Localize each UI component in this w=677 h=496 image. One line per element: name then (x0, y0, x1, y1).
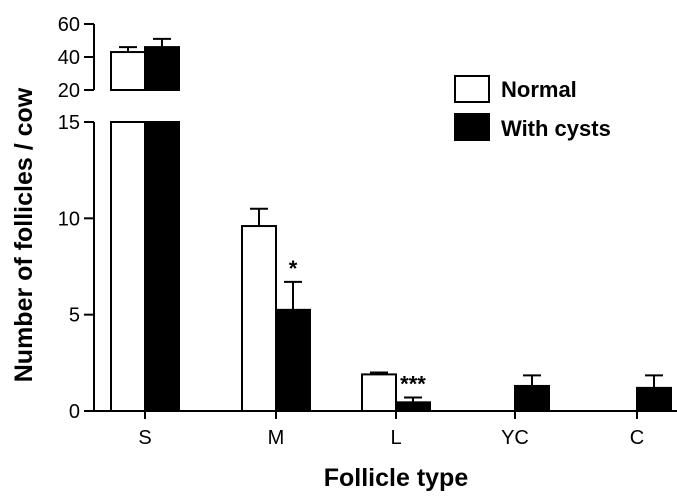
bar-s-with-cysts-upper (144, 46, 180, 91)
bar-s-normal-upper (110, 51, 146, 91)
x-tick-label-s: S (138, 427, 151, 449)
bar-m-with-cysts (275, 308, 311, 413)
legend-label-with-cysts: With cysts (501, 116, 611, 141)
y-tick-label-15: 15 (58, 112, 80, 134)
y-tick-label-0: 0 (69, 401, 80, 423)
y-tick-label-10: 10 (58, 208, 80, 230)
legend-swatch-normal (454, 75, 490, 103)
significance-marker-l: *** (400, 372, 426, 397)
y-axis-title: Number of follicles / cow (10, 87, 38, 382)
x-axis-title: Follicle type (324, 464, 469, 492)
bars-layer (110, 46, 672, 413)
y-tick-label-5: 5 (69, 305, 80, 327)
bar-yc-with-cysts (514, 384, 550, 413)
axes-layer (84, 23, 677, 419)
x-tick-label-m: M (268, 427, 285, 449)
labels-layer: S * M *** L YC C 0 5 10 15 20 40 60 (58, 14, 644, 449)
y-tick-label-60: 60 (58, 14, 80, 36)
x-tick-label-c: C (630, 427, 644, 449)
y-tick-label-40: 40 (58, 47, 80, 69)
bar-l-with-cysts (395, 401, 431, 412)
legend-swatch-with-cysts (454, 113, 490, 141)
legend: Normal With cysts (454, 75, 611, 141)
x-tick-label-l: L (390, 427, 401, 449)
x-tick-label-yc: YC (501, 427, 529, 449)
significance-marker-m: * (289, 256, 298, 281)
bar-l-normal (361, 373, 397, 413)
bar-s-with-cysts (144, 121, 180, 412)
bar-c-with-cysts (636, 386, 672, 413)
bar-m-normal (241, 225, 277, 412)
y-tick-label-20: 20 (58, 80, 80, 102)
bar-s-normal (110, 121, 146, 412)
legend-label-normal: Normal (501, 77, 577, 102)
error-bars-layer (119, 37, 663, 403)
